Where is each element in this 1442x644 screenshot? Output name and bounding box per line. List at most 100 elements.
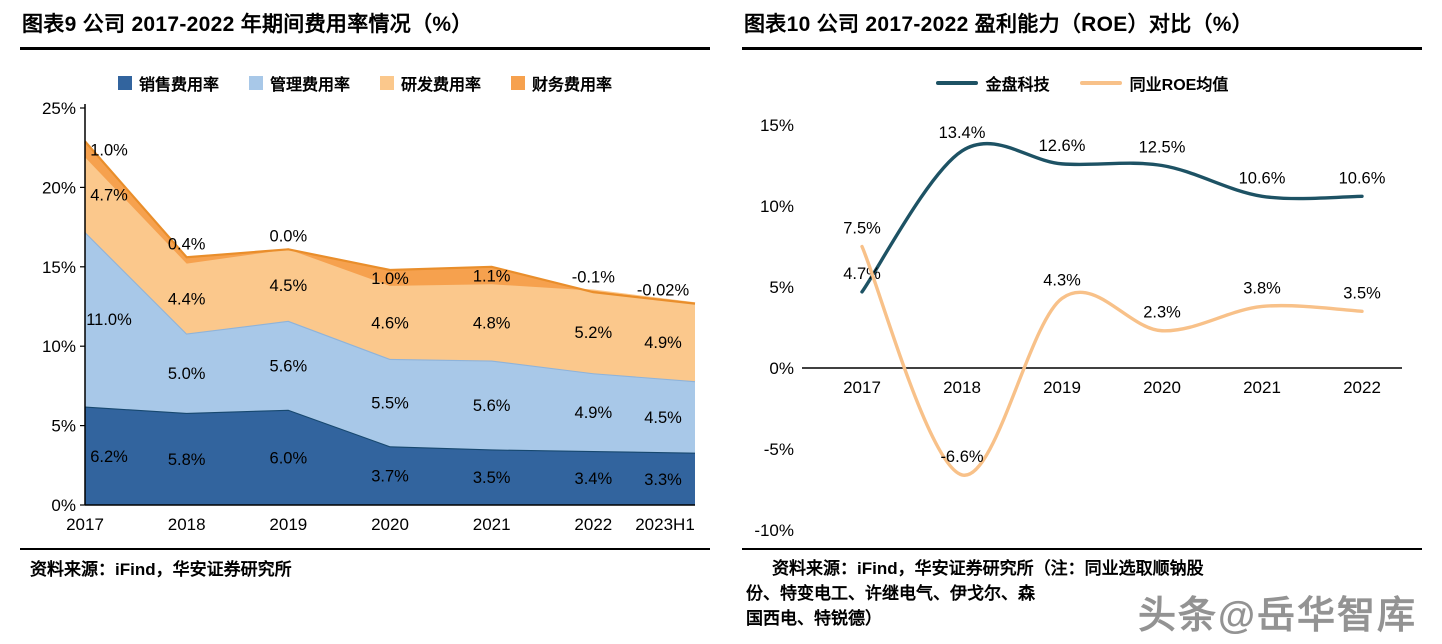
data-label: 2.3% <box>1143 304 1181 322</box>
x-axis-label: 2021 <box>473 515 511 534</box>
data-label: 1.0% <box>371 270 409 288</box>
data-label: 4.8% <box>473 314 511 332</box>
line-series-0 <box>860 141 1364 294</box>
x-axis-label: 2018 <box>168 515 206 534</box>
title-underline <box>20 47 710 50</box>
legend-swatch-admin <box>248 76 263 90</box>
legend-swatch-sales <box>117 76 132 90</box>
data-label: -6.6% <box>940 448 983 466</box>
y-axis-label: 10% <box>760 197 794 216</box>
x-axis-label: 2017 <box>66 515 104 534</box>
y-axis-label: 20% <box>42 178 76 197</box>
y-axis-label: 0% <box>769 359 794 378</box>
y-axis-label: 10% <box>42 337 76 356</box>
data-label: 6.2% <box>90 448 128 466</box>
watermark: 头条@岳华智库 <box>1138 595 1418 637</box>
x-axis-label: 2022 <box>1343 378 1381 397</box>
data-label: 10.6% <box>1339 169 1386 187</box>
data-label: -0.02% <box>637 281 690 299</box>
legend-label: 财务费用率 <box>532 77 613 94</box>
y-axis-label: -5% <box>764 440 794 459</box>
chart-title-expense: 图表9 公司 2017-2022 年期间费用率情况（%） <box>22 13 473 36</box>
legend-roe: 金盘科技 同业ROE均值 <box>742 71 1422 95</box>
legend-label: 研发费用率 <box>401 77 482 94</box>
data-label: 13.4% <box>939 124 986 142</box>
source-divider <box>20 548 710 550</box>
data-label: 4.3% <box>1043 271 1081 289</box>
legend-swatch-rnd <box>380 76 394 90</box>
chart-title-roe: 图表10 公司 2017-2022 盈利能力（ROE）对比（%） <box>744 13 1254 36</box>
legend-label: 销售费用率 <box>138 77 219 94</box>
data-label: 3.3% <box>644 471 682 489</box>
area-edge-3 <box>84 140 696 305</box>
data-label: 4.6% <box>371 314 409 332</box>
data-label: 5.2% <box>575 324 613 342</box>
data-label: 4.5% <box>644 409 682 427</box>
area-band-3 <box>85 141 695 304</box>
data-label: 12.6% <box>1039 137 1086 155</box>
source-divider <box>742 548 1422 550</box>
source-note-roe-line1: 资料来源：iFind，华安证券研究所（注：同业选取顺钠股 <box>772 559 1204 578</box>
legend-item: 金盘科技 <box>935 71 1050 95</box>
data-label: 3.4% <box>575 470 613 488</box>
data-label: 3.7% <box>371 468 409 486</box>
x-axis-label: 2021 <box>1243 378 1281 397</box>
panel-expense-ratio: 图表9 公司 2017-2022 年期间费用率情况（%） 销售费用率 管理费用率… <box>20 6 710 582</box>
x-axis-label: 2017 <box>843 378 881 397</box>
data-label: 3.5% <box>1343 284 1381 302</box>
data-label: 12.5% <box>1139 139 1186 157</box>
data-label: 4.5% <box>270 277 308 295</box>
legend-item: 同业ROE均值 <box>1079 71 1229 95</box>
x-axis-label: 2019 <box>269 515 307 534</box>
y-axis-label: -10% <box>754 521 794 540</box>
data-label: -0.1% <box>572 269 615 287</box>
x-axis-label: 2023H1 <box>635 515 695 534</box>
data-label: 5.6% <box>473 397 511 415</box>
data-label: 5.0% <box>168 365 206 383</box>
data-label: 4.9% <box>575 404 613 422</box>
area-band-1 <box>85 231 695 453</box>
legend-label: 管理费用率 <box>269 77 350 94</box>
data-label: 4.4% <box>168 291 206 309</box>
roe-chart: 15% 10% 5% 0% -5% -10% 2017 2018 2019 2020 2021 202… <box>754 116 1402 540</box>
legend-line-company <box>935 81 978 85</box>
data-label: 10.6% <box>1239 169 1286 187</box>
source-note-expense: 资料来源：iFind，华安证券研究所 <box>30 560 292 579</box>
source-note-roe-line3: 国西电、特锐德） <box>746 609 882 628</box>
data-label: 3.5% <box>473 469 511 487</box>
legend-label: 同业ROE均值 <box>1129 77 1229 94</box>
y-axis-label: 15% <box>760 116 794 135</box>
data-label: 4.9% <box>644 334 682 352</box>
legend-item: 研发费用率 <box>380 71 481 95</box>
legend-label: 金盘科技 <box>985 77 1050 94</box>
data-label: 5.6% <box>270 357 308 375</box>
legend-item: 财务费用率 <box>511 71 612 95</box>
line-series-1 <box>860 244 1364 477</box>
title-underline <box>742 47 1422 50</box>
data-label: 0.4% <box>168 235 206 253</box>
data-label: 5.8% <box>168 451 206 469</box>
data-label: 11.0% <box>86 311 132 329</box>
legend-item: 管理费用率 <box>248 71 350 95</box>
legend-expense: 销售费用率 管理费用率 研发费用率 财务费用率 <box>20 71 710 95</box>
legend-line-peers <box>1079 81 1122 85</box>
y-axis-label: 25% <box>42 100 76 118</box>
x-axis-label: 2018 <box>943 378 981 397</box>
data-label: 1.1% <box>473 268 511 286</box>
legend-swatch-finance <box>511 76 526 90</box>
source-note-roe-line2: 份、特变电工、许继电气、伊戈尔、森 <box>746 584 1035 603</box>
x-axis-label: 2020 <box>1143 378 1181 397</box>
y-axis-label: 0% <box>51 496 76 515</box>
x-axis-label: 2022 <box>574 515 612 534</box>
data-label: 3.8% <box>1243 279 1281 297</box>
data-label: 1.0% <box>90 141 128 159</box>
legend-item: 销售费用率 <box>117 71 219 95</box>
y-axis-label: 5% <box>51 417 76 436</box>
x-axis-label: 2020 <box>371 515 409 534</box>
data-label: 0.0% <box>270 227 308 245</box>
data-label: 5.5% <box>371 395 409 413</box>
area-band-0 <box>85 406 695 505</box>
expense-ratio-chart: 0% 5% 10% 15% 20% 25% 2017 2018 2019 2020 2021 2022… <box>42 100 696 534</box>
y-axis-label: 5% <box>769 278 794 297</box>
